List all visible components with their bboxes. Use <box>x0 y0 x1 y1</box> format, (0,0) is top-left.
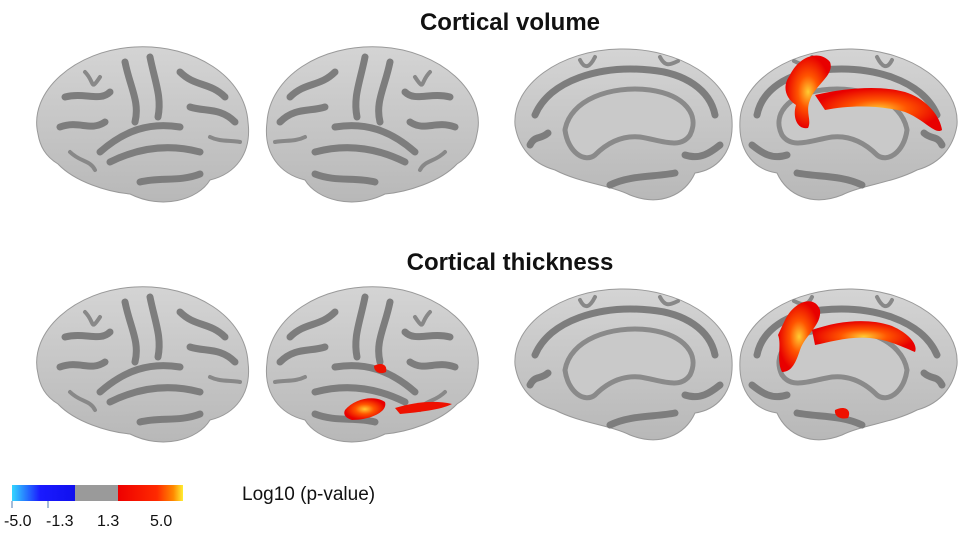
colorbar-tick-label: -5.0 <box>4 513 32 530</box>
brain-lateral <box>37 287 249 442</box>
colorbar: -5.0 -1.3 1.3 5.0 Log10 (p-value) <box>4 484 375 530</box>
colorbar-neutral <box>75 485 118 501</box>
colorbar-tick-label: -1.3 <box>46 513 74 530</box>
brain-medial <box>515 289 732 440</box>
brain-medial <box>740 289 957 440</box>
brain-medial <box>515 49 732 200</box>
brain-lateral <box>37 47 249 202</box>
colorbar-negative <box>12 485 75 501</box>
title: Cortical thickness <box>407 249 614 276</box>
brain-lateral <box>266 47 478 202</box>
colorbar-label: Log10 (p-value) <box>242 484 375 505</box>
colorbar-tick-label: 5.0 <box>150 513 172 530</box>
title: Cortical volume <box>420 9 600 36</box>
colorbar-tick-label: 1.3 <box>97 513 119 530</box>
brain-lateral <box>266 287 478 442</box>
brain-medial <box>740 49 957 200</box>
colorbar-positive <box>118 485 183 501</box>
